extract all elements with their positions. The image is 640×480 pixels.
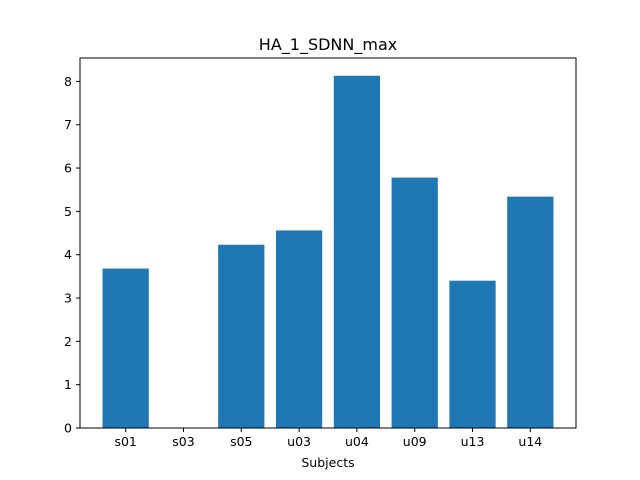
y-tick-label: 0 <box>64 421 72 436</box>
bar-u14 <box>507 196 554 428</box>
x-tick-label: s01 <box>114 434 136 449</box>
y-tick-label: 7 <box>64 117 72 132</box>
y-tick-label: 1 <box>64 377 72 392</box>
x-tick-label: u14 <box>518 434 542 449</box>
bar-u09 <box>391 177 438 428</box>
plot-frame <box>79 57 577 429</box>
x-axis: s01 s03 s05 u03 u04 u09 u13 u14 <box>114 428 542 449</box>
x-tick-label: u03 <box>287 434 311 449</box>
x-tick-label: s03 <box>172 434 194 449</box>
y-tick-label: 8 <box>64 74 72 89</box>
x-axis-label: Subjects <box>301 455 354 470</box>
x-tick-label: u13 <box>461 434 485 449</box>
bars-group <box>102 75 554 429</box>
bar-u03 <box>275 230 323 428</box>
bar-u04 <box>333 75 381 429</box>
y-tick-label: 5 <box>64 204 72 219</box>
x-tick-label: u04 <box>345 434 369 449</box>
chart-title: HA_1_SDNN_max <box>259 35 397 55</box>
x-tick-label: u09 <box>403 434 427 449</box>
x-tick-label: s05 <box>230 434 252 449</box>
y-tick-label: 2 <box>64 334 72 349</box>
y-tick-label: 4 <box>64 247 72 262</box>
y-tick-label: 3 <box>64 291 72 306</box>
bar-u13 <box>449 280 496 428</box>
bar-s01 <box>102 268 149 428</box>
y-tick-label: 6 <box>64 161 72 176</box>
y-axis: 0 1 2 3 4 5 6 7 8 <box>64 74 80 436</box>
bar-s05 <box>218 244 265 428</box>
